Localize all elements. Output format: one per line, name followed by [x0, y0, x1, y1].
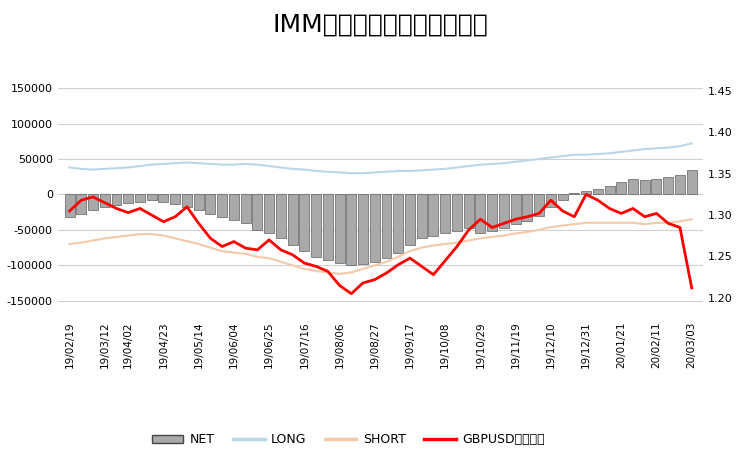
Bar: [546, 194, 556, 207]
Bar: [405, 194, 415, 245]
Bar: [534, 194, 544, 216]
Bar: [464, 194, 474, 228]
Bar: [651, 179, 662, 194]
Bar: [370, 194, 380, 262]
Bar: [382, 194, 391, 258]
Bar: [616, 182, 626, 194]
Bar: [487, 194, 497, 231]
Bar: [393, 194, 403, 253]
Bar: [417, 194, 427, 238]
Title: IMMポジション　〈ポンド〉: IMMポジション 〈ポンド〉: [273, 13, 488, 36]
Bar: [475, 194, 485, 233]
Bar: [76, 194, 87, 214]
Bar: [264, 194, 274, 233]
Bar: [112, 194, 121, 205]
Bar: [569, 193, 579, 194]
Bar: [124, 194, 133, 203]
Bar: [663, 177, 673, 194]
Legend: NET, LONG, SHORT, GBPUSD（週足）: NET, LONG, SHORT, GBPUSD（週足）: [147, 429, 550, 451]
Bar: [182, 194, 192, 207]
Bar: [428, 194, 438, 236]
Bar: [511, 194, 521, 224]
Bar: [557, 194, 568, 200]
Bar: [581, 191, 591, 194]
Bar: [452, 194, 462, 231]
Bar: [358, 194, 368, 264]
Bar: [88, 194, 98, 210]
Bar: [288, 194, 297, 245]
Bar: [194, 194, 204, 210]
Bar: [147, 194, 157, 200]
Bar: [499, 194, 509, 228]
Bar: [64, 194, 75, 217]
Bar: [311, 194, 321, 257]
Bar: [440, 194, 450, 233]
Bar: [605, 186, 614, 194]
Bar: [217, 194, 227, 217]
Bar: [206, 194, 215, 214]
Bar: [240, 194, 251, 223]
Bar: [687, 170, 696, 194]
Bar: [100, 194, 110, 207]
Bar: [334, 194, 345, 263]
Bar: [675, 175, 685, 194]
Bar: [135, 194, 145, 202]
Bar: [323, 194, 333, 260]
Bar: [593, 189, 603, 194]
Bar: [346, 194, 356, 265]
Bar: [252, 194, 263, 230]
Bar: [628, 179, 638, 194]
Bar: [300, 194, 309, 251]
Bar: [276, 194, 286, 238]
Bar: [158, 194, 169, 202]
Bar: [640, 180, 650, 194]
Bar: [522, 194, 532, 221]
Bar: [229, 194, 239, 220]
Bar: [170, 194, 180, 204]
